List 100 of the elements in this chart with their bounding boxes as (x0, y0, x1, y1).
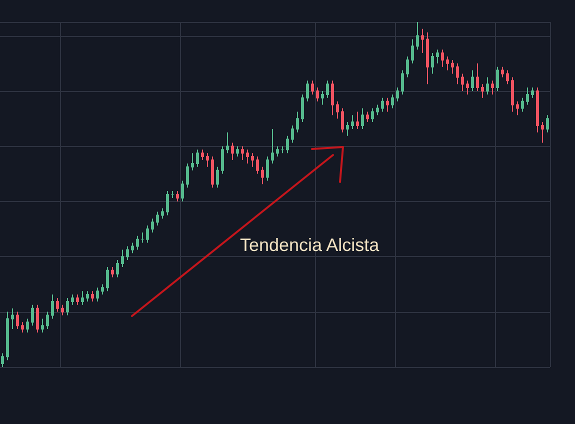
candlestick (271, 128, 274, 164)
candlestick (86, 290, 89, 302)
candlestick (26, 318, 29, 333)
candlestick (526, 87, 529, 106)
candlestick (366, 111, 369, 123)
candlestick (491, 80, 494, 95)
candlestick (461, 73, 464, 92)
candlestick (1, 352, 4, 368)
candlestick (361, 108, 364, 130)
candlestick (331, 80, 334, 116)
candlestick (151, 218, 154, 233)
candlestick (46, 311, 49, 330)
candlestick (481, 84, 484, 98)
candlestick (321, 90, 324, 106)
candlestick (206, 152, 209, 168)
candlestick (356, 111, 359, 130)
candlestick (451, 59, 454, 74)
candlestick (316, 87, 319, 102)
candlestick (56, 298, 59, 312)
candlestick (436, 49, 439, 64)
candlestick (521, 97, 524, 112)
candlestick (341, 108, 344, 133)
candlestick (231, 142, 234, 160)
candlestick (476, 62, 479, 92)
candlestick (166, 190, 169, 216)
candlestick (441, 49, 444, 68)
candlestick (121, 249, 124, 268)
candlestick (81, 290, 84, 306)
candlestick (516, 100, 519, 116)
candlestick (406, 56, 409, 78)
candlestick (336, 100, 339, 120)
candlestick (76, 294, 79, 306)
candlestick (416, 22, 419, 50)
candlestick (226, 132, 229, 154)
candlestick (251, 152, 254, 168)
candlestick (6, 311, 9, 361)
candlestick (291, 125, 294, 144)
candlestick (256, 156, 259, 174)
candlestick (261, 166, 264, 185)
candlestick (346, 122, 349, 136)
candlestick (446, 56, 449, 71)
candlestick (396, 87, 399, 102)
candlestick (16, 311, 19, 330)
candlestick (276, 146, 279, 158)
candlestick (186, 162, 189, 188)
candlestick (141, 232, 144, 244)
candlestick (391, 94, 394, 109)
candlestick (541, 122, 544, 144)
candlestick (21, 322, 24, 333)
candlestick (456, 62, 459, 85)
candlestick (236, 146, 239, 158)
candlestick (486, 76, 489, 95)
candlestick (191, 152, 194, 171)
candlestick (136, 235, 139, 250)
candlestick (176, 190, 179, 202)
candlestick (61, 304, 64, 316)
candlestick (241, 146, 244, 160)
candlestick (401, 70, 404, 95)
candlestick (536, 87, 539, 133)
candlestick (386, 97, 389, 112)
candlestick (301, 94, 304, 123)
candlestick (501, 66, 504, 78)
candlestick (196, 149, 199, 168)
candlestick (11, 308, 14, 330)
candlestick (36, 304, 39, 333)
candlestick (326, 80, 329, 98)
candlestick (181, 180, 184, 202)
candlestick (201, 149, 204, 160)
candlestick (51, 294, 54, 320)
candlestick (311, 80, 314, 95)
candlestick (216, 166, 219, 188)
candlestick (116, 260, 119, 278)
candlestick (126, 246, 129, 261)
candlestick (306, 80, 309, 102)
candlestick (106, 266, 109, 292)
candlestick (246, 149, 249, 164)
candlestick (111, 266, 114, 278)
candlestick (281, 146, 284, 154)
candlestick (546, 114, 549, 133)
annotation: Tendencia Alcista (240, 235, 380, 255)
candlestick (351, 114, 354, 130)
candlestick (66, 298, 69, 316)
candlestick (376, 104, 379, 116)
candlestick (381, 97, 384, 112)
candlestick (296, 111, 299, 133)
candlestick (426, 32, 429, 85)
candlestick (41, 318, 44, 333)
candlestick (531, 87, 534, 98)
candlestick (221, 146, 224, 174)
candlestick (96, 287, 99, 302)
candlestick (156, 211, 159, 226)
candlestick (411, 38, 414, 64)
candlestick (171, 190, 174, 198)
candlestick (211, 156, 214, 188)
candlestick (421, 28, 424, 54)
candlestick (506, 70, 509, 85)
candlestick (511, 76, 514, 112)
candlestick (161, 208, 164, 220)
candlestick (131, 242, 134, 254)
candlestick (471, 70, 474, 92)
